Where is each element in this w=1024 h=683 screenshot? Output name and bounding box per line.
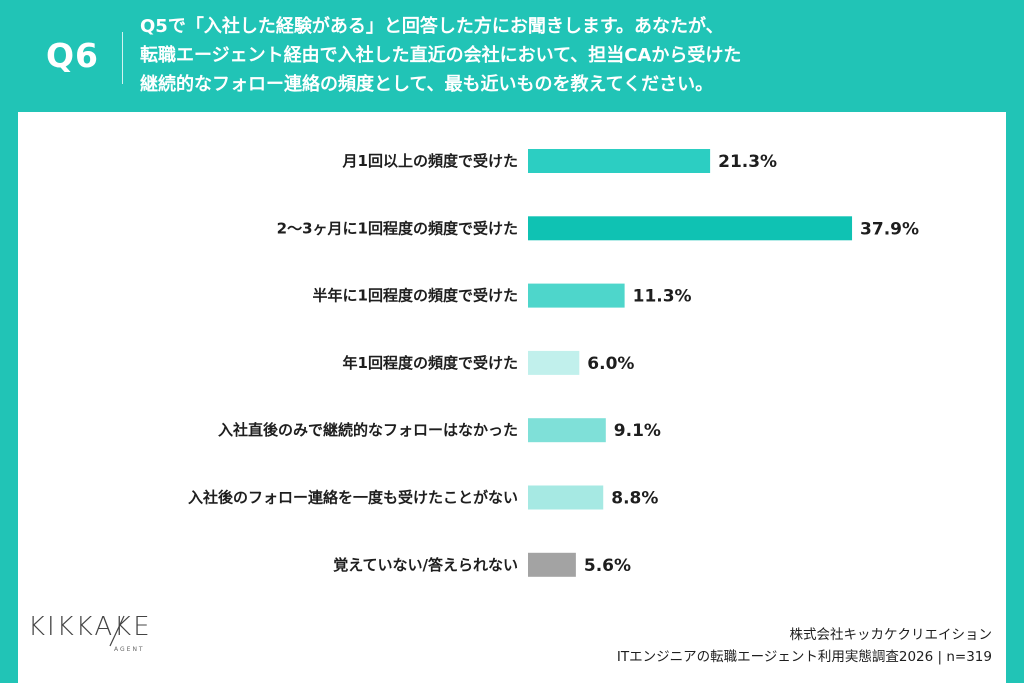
- chart-card: 月1回以上の頻度で受けた 21.3% 2〜3ヶ月に1回程度の頻度で受けた 37.9% 半…: [18, 112, 1006, 683]
- bar: [528, 552, 576, 577]
- kikkake-logo: KIKKAKE AGENT: [28, 612, 178, 664]
- value-label: 8.8%: [611, 489, 658, 509]
- category-label: 半年に1回程度の頻度で受けた: [313, 287, 518, 305]
- category-label: 覚えていない/答えられない: [333, 556, 518, 574]
- category-label: 入社後のフォロー連絡を一度も受けたことがない: [188, 489, 518, 507]
- value-label: 6.0%: [587, 354, 634, 374]
- bar: [528, 485, 604, 510]
- footer-company: 株式会社キッカケクリエイション: [789, 627, 993, 643]
- bar-chart: 月1回以上の頻度で受けた 21.3% 2〜3ヶ月に1回程度の頻度で受けた 37.9% 半…: [188, 149, 919, 577]
- question-line-1: Q5で「入社した経験がある」と回答した方にお聞きします。あなたが、: [140, 16, 724, 37]
- category-label: 月1回以上の頻度で受けた: [342, 152, 518, 170]
- value-label: 5.6%: [584, 556, 631, 576]
- category-label: 入社直後のみで継続的なフォローはなかった: [218, 421, 518, 439]
- category-label: 2〜3ヶ月に1回程度の頻度で受けた: [277, 219, 518, 237]
- question-line-2: 転職エージェント経由で入社した直近の会社において、担当CAから受けた: [140, 45, 742, 66]
- logo-slash-icon: [109, 615, 125, 647]
- question-number: Q6: [46, 36, 100, 75]
- footer: 株式会社キッカケクリエイション ITエンジニアの転職エージェント利用実態調査20…: [617, 624, 992, 668]
- bar: [528, 350, 580, 375]
- value-label: 21.3%: [718, 152, 777, 172]
- category-label: 年1回程度の頻度で受けた: [343, 354, 518, 372]
- footer-survey: ITエンジニアの転職エージェント利用実態調査2026 | n=319: [616, 649, 992, 665]
- header-divider: [122, 32, 123, 84]
- value-label: 11.3%: [633, 287, 692, 307]
- question-line-3: 継続的なフォロー連絡の頻度として、最も近いものを教えてください。: [140, 74, 714, 95]
- value-label: 37.9%: [860, 219, 919, 239]
- bar: [528, 418, 606, 443]
- value-label: 9.1%: [614, 421, 661, 441]
- question-text: Q5で「入社した経験がある」と回答した方にお聞きします。あなたが、 転職エージェ…: [140, 12, 1000, 99]
- bar: [528, 149, 711, 173]
- bar: [528, 283, 625, 308]
- logo-wordmark: KIKKAKE: [28, 612, 152, 642]
- header: Q6 Q5で「入社した経験がある」と回答した方にお聞きします。あなたが、 転職エ…: [0, 0, 1024, 112]
- logo-subtext: AGENT: [114, 646, 145, 653]
- bar: [528, 216, 853, 241]
